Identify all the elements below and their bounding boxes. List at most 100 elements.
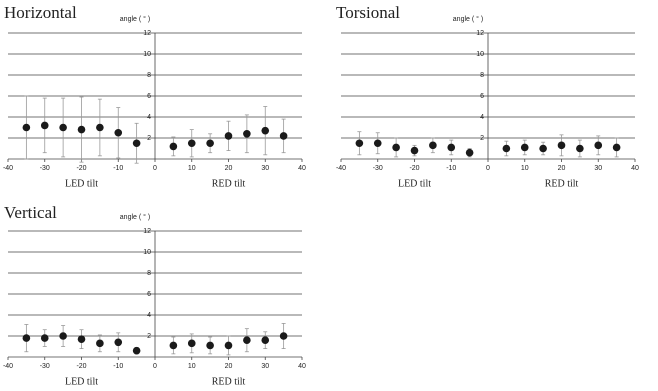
x-tick-label: -30: [373, 165, 383, 172]
point: [539, 144, 547, 153]
y-tick-label: 2: [147, 333, 151, 340]
y-axis-label: angle ( ° ): [453, 15, 483, 23]
x-axis-label: RED tilt: [545, 178, 579, 189]
y-tick-label: 2: [147, 135, 151, 142]
chart-title: Vertical: [4, 203, 57, 222]
x-tick-label: -20: [76, 363, 86, 370]
point: [187, 339, 196, 348]
y-tick-label: 4: [147, 114, 151, 121]
x-tick-label: 40: [298, 363, 306, 370]
x-tick-label: -30: [40, 363, 50, 370]
y-tick-label: 12: [143, 30, 151, 37]
x-tick-label: 20: [225, 165, 233, 172]
point: [96, 123, 104, 132]
point: [169, 341, 178, 350]
point: [96, 339, 104, 348]
x-tick-label: -20: [409, 165, 419, 172]
point: [114, 338, 123, 347]
x-tick-label: 20: [558, 165, 566, 172]
x-tick-label: 10: [188, 165, 196, 172]
point: [22, 123, 31, 132]
point: [410, 146, 419, 155]
y-tick-label: 6: [480, 93, 484, 100]
point: [279, 132, 288, 140]
point: [612, 143, 621, 152]
x-tick-label: 10: [188, 363, 196, 370]
x-tick-label: 20: [225, 363, 233, 370]
x-tick-label: 30: [261, 165, 269, 172]
x-tick-label: -40: [3, 165, 13, 172]
y-tick-label: 12: [143, 228, 151, 235]
point: [59, 332, 67, 340]
point: [59, 123, 67, 132]
x-axis-label: LED tilt: [65, 178, 98, 189]
x-tick-label: 0: [486, 165, 490, 172]
x-tick-label: 0: [153, 363, 157, 370]
point: [114, 128, 123, 137]
point: [447, 143, 456, 152]
y-tick-label: 6: [147, 291, 151, 298]
x-tick-label: -10: [446, 165, 456, 172]
x-axis-label: RED tilt: [212, 376, 246, 387]
point: [279, 332, 288, 340]
point: [261, 336, 270, 345]
point: [392, 143, 400, 152]
y-axis-label: angle ( ° ): [120, 213, 150, 221]
point: [243, 336, 251, 345]
point: [373, 139, 382, 148]
y-tick-label: 4: [480, 114, 484, 121]
point: [40, 334, 49, 342]
y-tick-label: 8: [147, 270, 151, 277]
x-tick-label: -20: [76, 165, 86, 172]
x-tick-label: -40: [3, 363, 13, 370]
y-tick-label: 10: [143, 249, 151, 256]
chart-title: Horizontal: [4, 3, 77, 22]
x-axis-label: LED tilt: [65, 376, 98, 387]
point: [22, 334, 31, 342]
x-tick-label: 40: [631, 165, 639, 172]
y-axis-label: angle ( ° ): [120, 15, 150, 23]
point: [169, 142, 178, 151]
y-tick-label: 2: [480, 135, 484, 142]
y-tick-label: 10: [476, 51, 484, 58]
x-tick-label: 0: [153, 165, 157, 172]
point: [77, 335, 86, 343]
x-tick-label: 30: [261, 363, 269, 370]
point: [77, 125, 86, 134]
point: [355, 139, 364, 148]
point: [132, 139, 141, 148]
point: [40, 121, 49, 130]
y-tick-label: 12: [476, 30, 484, 37]
point: [206, 139, 214, 148]
y-tick-label: 8: [147, 72, 151, 79]
x-tick-label: -40: [336, 165, 346, 172]
x-tick-label: 40: [298, 165, 306, 172]
x-tick-label: -10: [113, 165, 123, 172]
chart-title: Torsional: [336, 3, 400, 22]
y-tick-label: 8: [480, 72, 484, 79]
point: [594, 141, 603, 150]
point: [243, 130, 251, 138]
point: [557, 141, 566, 150]
point: [132, 346, 141, 355]
x-tick-label: -10: [113, 363, 123, 370]
point: [502, 144, 511, 153]
x-axis-label: LED tilt: [398, 178, 431, 189]
point: [429, 141, 437, 150]
y-tick-label: 4: [147, 312, 151, 319]
point: [465, 148, 474, 157]
x-tick-label: 30: [594, 165, 602, 172]
x-axis-label: RED tilt: [212, 178, 246, 189]
point: [576, 144, 584, 153]
point: [261, 126, 270, 135]
y-tick-label: 6: [147, 93, 151, 100]
point: [187, 139, 196, 148]
x-tick-label: -30: [40, 165, 50, 172]
point: [206, 341, 214, 350]
y-tick-label: 10: [143, 51, 151, 58]
x-tick-label: 10: [521, 165, 529, 172]
point: [224, 132, 233, 140]
point: [224, 341, 233, 350]
point: [520, 143, 529, 152]
